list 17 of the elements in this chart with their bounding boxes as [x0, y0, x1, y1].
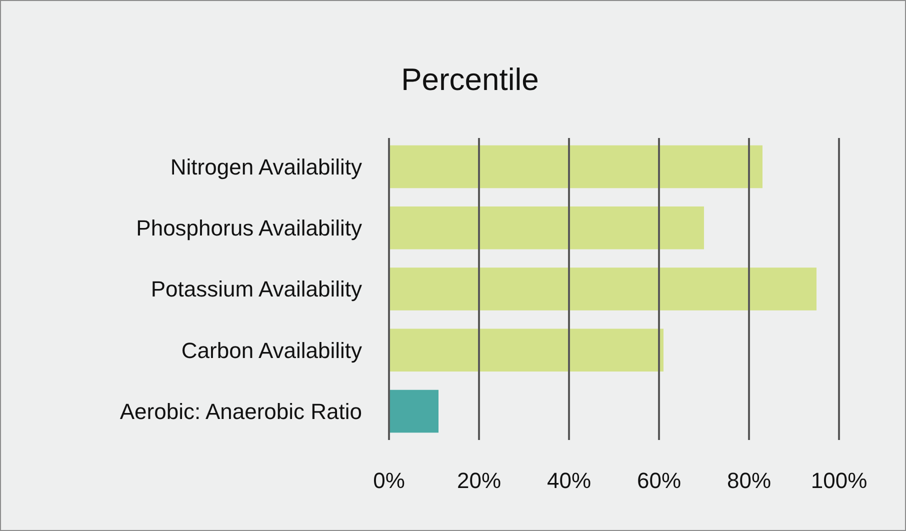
x-tick-label: 60% — [636, 468, 682, 493]
bar — [389, 206, 704, 250]
y-tick-label: Carbon Availability — [181, 338, 362, 363]
x-tick-label: 20% — [456, 468, 502, 493]
bar — [389, 390, 438, 433]
x-tick-label: 0% — [373, 468, 405, 493]
y-tick-label: Nitrogen Availability — [170, 154, 362, 180]
y-tick-label: Phosphorus Availability — [136, 216, 362, 241]
bar — [389, 328, 664, 372]
x-tick-label: 80% — [726, 468, 772, 493]
y-tick-label: Potassium Availability — [150, 276, 362, 302]
x-tick-label: 100% — [810, 468, 868, 493]
bar — [389, 268, 816, 310]
x-tick-label: 40% — [546, 468, 592, 493]
bar — [389, 145, 762, 188]
chart-title: Percentile — [401, 62, 539, 97]
y-tick-label: Aerobic: Anaerobic Ratio — [120, 398, 362, 424]
